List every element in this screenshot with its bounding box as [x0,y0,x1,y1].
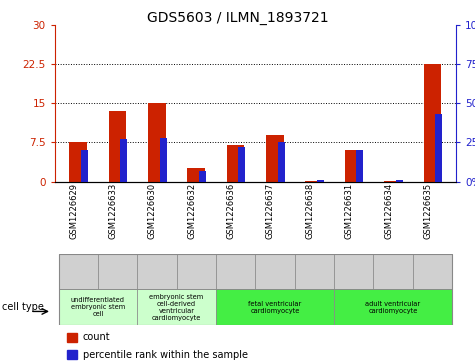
Bar [216,254,256,290]
Bar [413,254,452,290]
Bar [137,254,177,290]
Bar [384,181,402,182]
Bar [188,168,205,182]
Bar [120,139,127,182]
Bar [256,254,294,290]
Bar [278,142,285,182]
Bar [373,254,413,290]
Bar [199,171,206,182]
Text: GSM1226636: GSM1226636 [227,183,236,239]
Text: embryonic stem
cell-derived
ventricular
cardiomyocyte: embryonic stem cell-derived ventricular … [150,294,204,321]
Text: percentile rank within the sample: percentile rank within the sample [83,350,248,360]
Text: GSM1226638: GSM1226638 [305,183,314,239]
Text: GSM1226630: GSM1226630 [148,183,157,239]
Bar [396,180,403,182]
Text: GSM1226635: GSM1226635 [423,183,432,239]
Bar [334,290,452,325]
Bar [334,254,373,290]
Text: GSM1226634: GSM1226634 [384,183,393,239]
Bar [356,150,363,182]
Bar [294,254,334,290]
Bar [317,180,324,182]
Bar [58,254,98,290]
Bar [66,333,76,342]
Text: cell type: cell type [2,302,44,312]
Bar [160,138,167,182]
Text: undifferentiated
embryonic stem
cell: undifferentiated embryonic stem cell [71,297,125,317]
Bar [98,254,137,290]
Text: adult ventricular
cardiomyocyte: adult ventricular cardiomyocyte [365,301,420,314]
Text: GSM1226632: GSM1226632 [187,183,196,239]
Bar [424,65,441,182]
Text: GDS5603 / ILMN_1893721: GDS5603 / ILMN_1893721 [147,11,328,25]
Text: GSM1226633: GSM1226633 [109,183,118,239]
Bar [81,150,88,182]
Bar [137,290,216,325]
Text: fetal ventricular
cardiomyocyte: fetal ventricular cardiomyocyte [248,301,302,314]
Text: GSM1226631: GSM1226631 [345,183,354,239]
Bar [345,150,362,182]
Bar [305,181,323,182]
Text: GSM1226637: GSM1226637 [266,183,275,239]
Bar [216,290,334,325]
Bar [109,111,126,182]
Bar [69,142,87,182]
Bar [266,135,284,182]
Bar [238,147,246,182]
Bar [58,290,137,325]
Bar [435,114,442,182]
Bar [66,350,76,359]
Bar [148,103,166,182]
Bar [177,254,216,290]
Text: GSM1226629: GSM1226629 [69,183,78,239]
Text: count: count [83,333,110,342]
Bar [227,145,245,182]
